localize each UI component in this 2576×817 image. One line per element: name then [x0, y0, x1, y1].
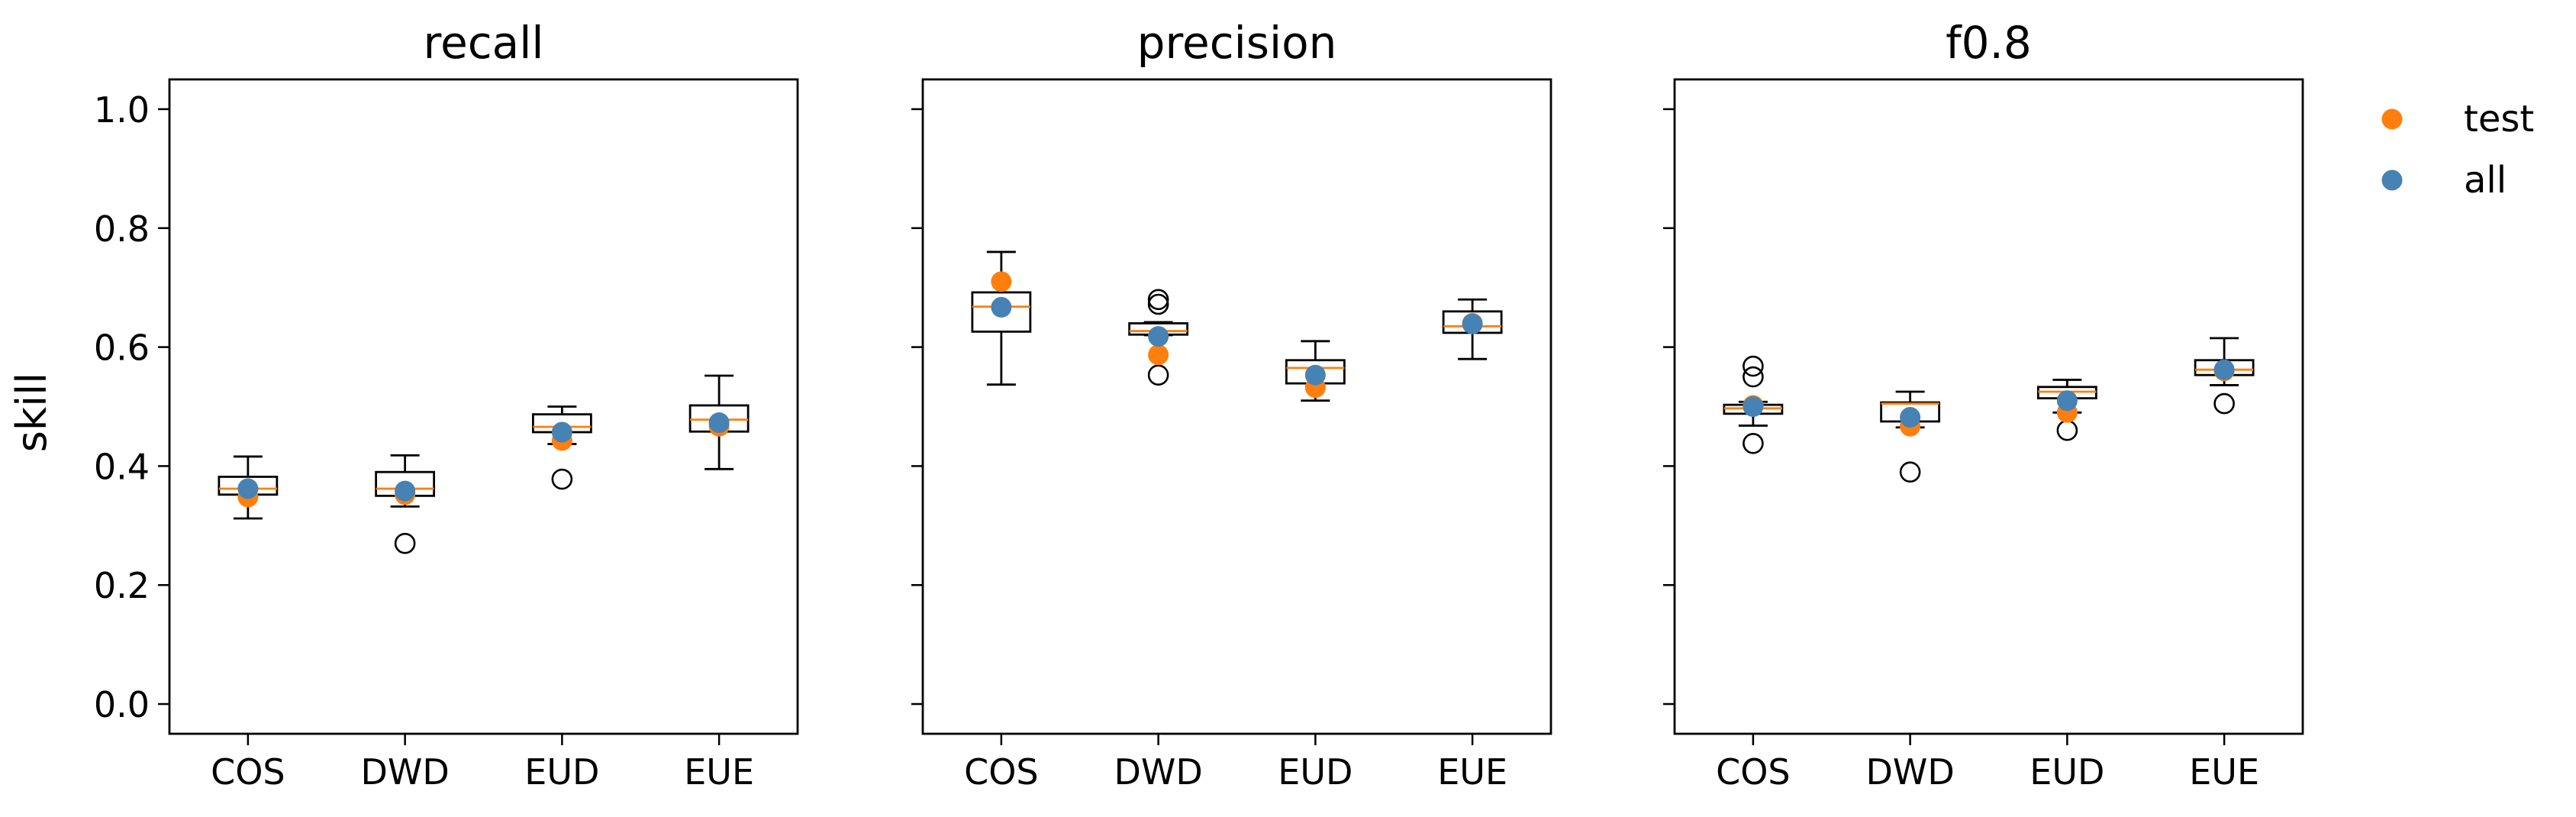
box-eue: [2194, 337, 2255, 415]
y-tick-label: 1.0: [94, 89, 150, 131]
all-point: [1462, 313, 1483, 334]
panel-1: recall 0.0 0.2 0.4 0.6 0.8 1.0 COS DWD EUD EUE: [94, 17, 799, 793]
x-tick-label: DWD: [1865, 751, 1954, 793]
box-cos: [971, 250, 1032, 386]
y-tick-label: 0.2: [94, 565, 150, 606]
panel-3: f0.8 COS DWD EUD EUE: [1663, 17, 2304, 793]
x-tick-label: COS: [1716, 751, 1791, 793]
box-iqr: [971, 291, 1032, 333]
legend-label-all: all: [2464, 159, 2507, 202]
y-tick-label: 0.4: [94, 446, 150, 487]
box-eud: [1285, 340, 1346, 402]
panel-title: precision: [1137, 17, 1337, 69]
legend-label-test: test: [2464, 98, 2534, 140]
outlier-marker: [1147, 293, 1169, 315]
outlier-marker: [394, 532, 416, 554]
box-eue: [688, 374, 750, 470]
all-point: [551, 421, 572, 443]
x-tick-label: EUE: [684, 751, 754, 793]
box-dwd: [375, 454, 436, 554]
plot-frame: [168, 78, 799, 735]
box-dwd: [1128, 289, 1189, 386]
x-tick-label: EUE: [2189, 751, 2259, 793]
test-point: [1148, 344, 1169, 366]
outlier-marker: [1147, 289, 1169, 311]
box-eud: [2036, 379, 2097, 441]
outlier-marker: [1899, 461, 1921, 483]
all-point: [237, 478, 259, 499]
x-tick-label: DWD: [1114, 751, 1202, 793]
panel-2: precision COS DWD EUD EUE: [911, 17, 1552, 793]
legend-marker-test: [2381, 108, 2403, 130]
outlier-marker: [1743, 433, 1764, 454]
all-point: [2056, 390, 2078, 412]
y-tick-label: 0.8: [94, 208, 150, 250]
x-tick-label: EUE: [1437, 751, 1507, 793]
y-tick-label: 0.6: [94, 328, 150, 369]
all-point: [991, 296, 1012, 318]
legend-marker-all: [2381, 170, 2403, 191]
box-eud: [531, 405, 592, 490]
box-cos: [218, 455, 279, 520]
x-tick-label: COS: [211, 751, 285, 793]
plot-frame: [1673, 78, 2304, 735]
panel-title: f0.8: [1946, 17, 2032, 69]
x-tick-label: EUD: [2030, 751, 2104, 793]
outlier-marker: [2056, 419, 2078, 441]
legend: test all: [2381, 98, 2534, 202]
all-point: [708, 412, 730, 434]
all-point: [1743, 396, 1764, 417]
outlier-marker: [1743, 366, 1764, 388]
outlier-marker: [551, 468, 573, 490]
test-point: [991, 271, 1012, 292]
outlier-marker: [2213, 392, 2235, 415]
y-axis-label: skill: [8, 373, 56, 452]
all-point: [1900, 407, 1921, 428]
box-eue: [1442, 298, 1503, 360]
panel-title: recall: [424, 17, 544, 69]
outlier-marker: [1743, 355, 1764, 377]
y-tick-label: 0.0: [94, 684, 150, 725]
x-tick-label: DWD: [360, 751, 449, 793]
all-point: [395, 480, 416, 502]
all-point: [1148, 326, 1169, 347]
outlier-marker: [1147, 364, 1169, 386]
box-dwd: [1880, 390, 1941, 483]
x-tick-label: COS: [964, 751, 1039, 793]
all-point: [1304, 364, 1326, 386]
all-point: [2213, 359, 2235, 380]
plot-frame: [921, 78, 1552, 735]
x-tick-label: EUD: [1278, 751, 1352, 793]
box-cos: [1723, 355, 1784, 454]
x-tick-label: EUD: [524, 751, 599, 793]
